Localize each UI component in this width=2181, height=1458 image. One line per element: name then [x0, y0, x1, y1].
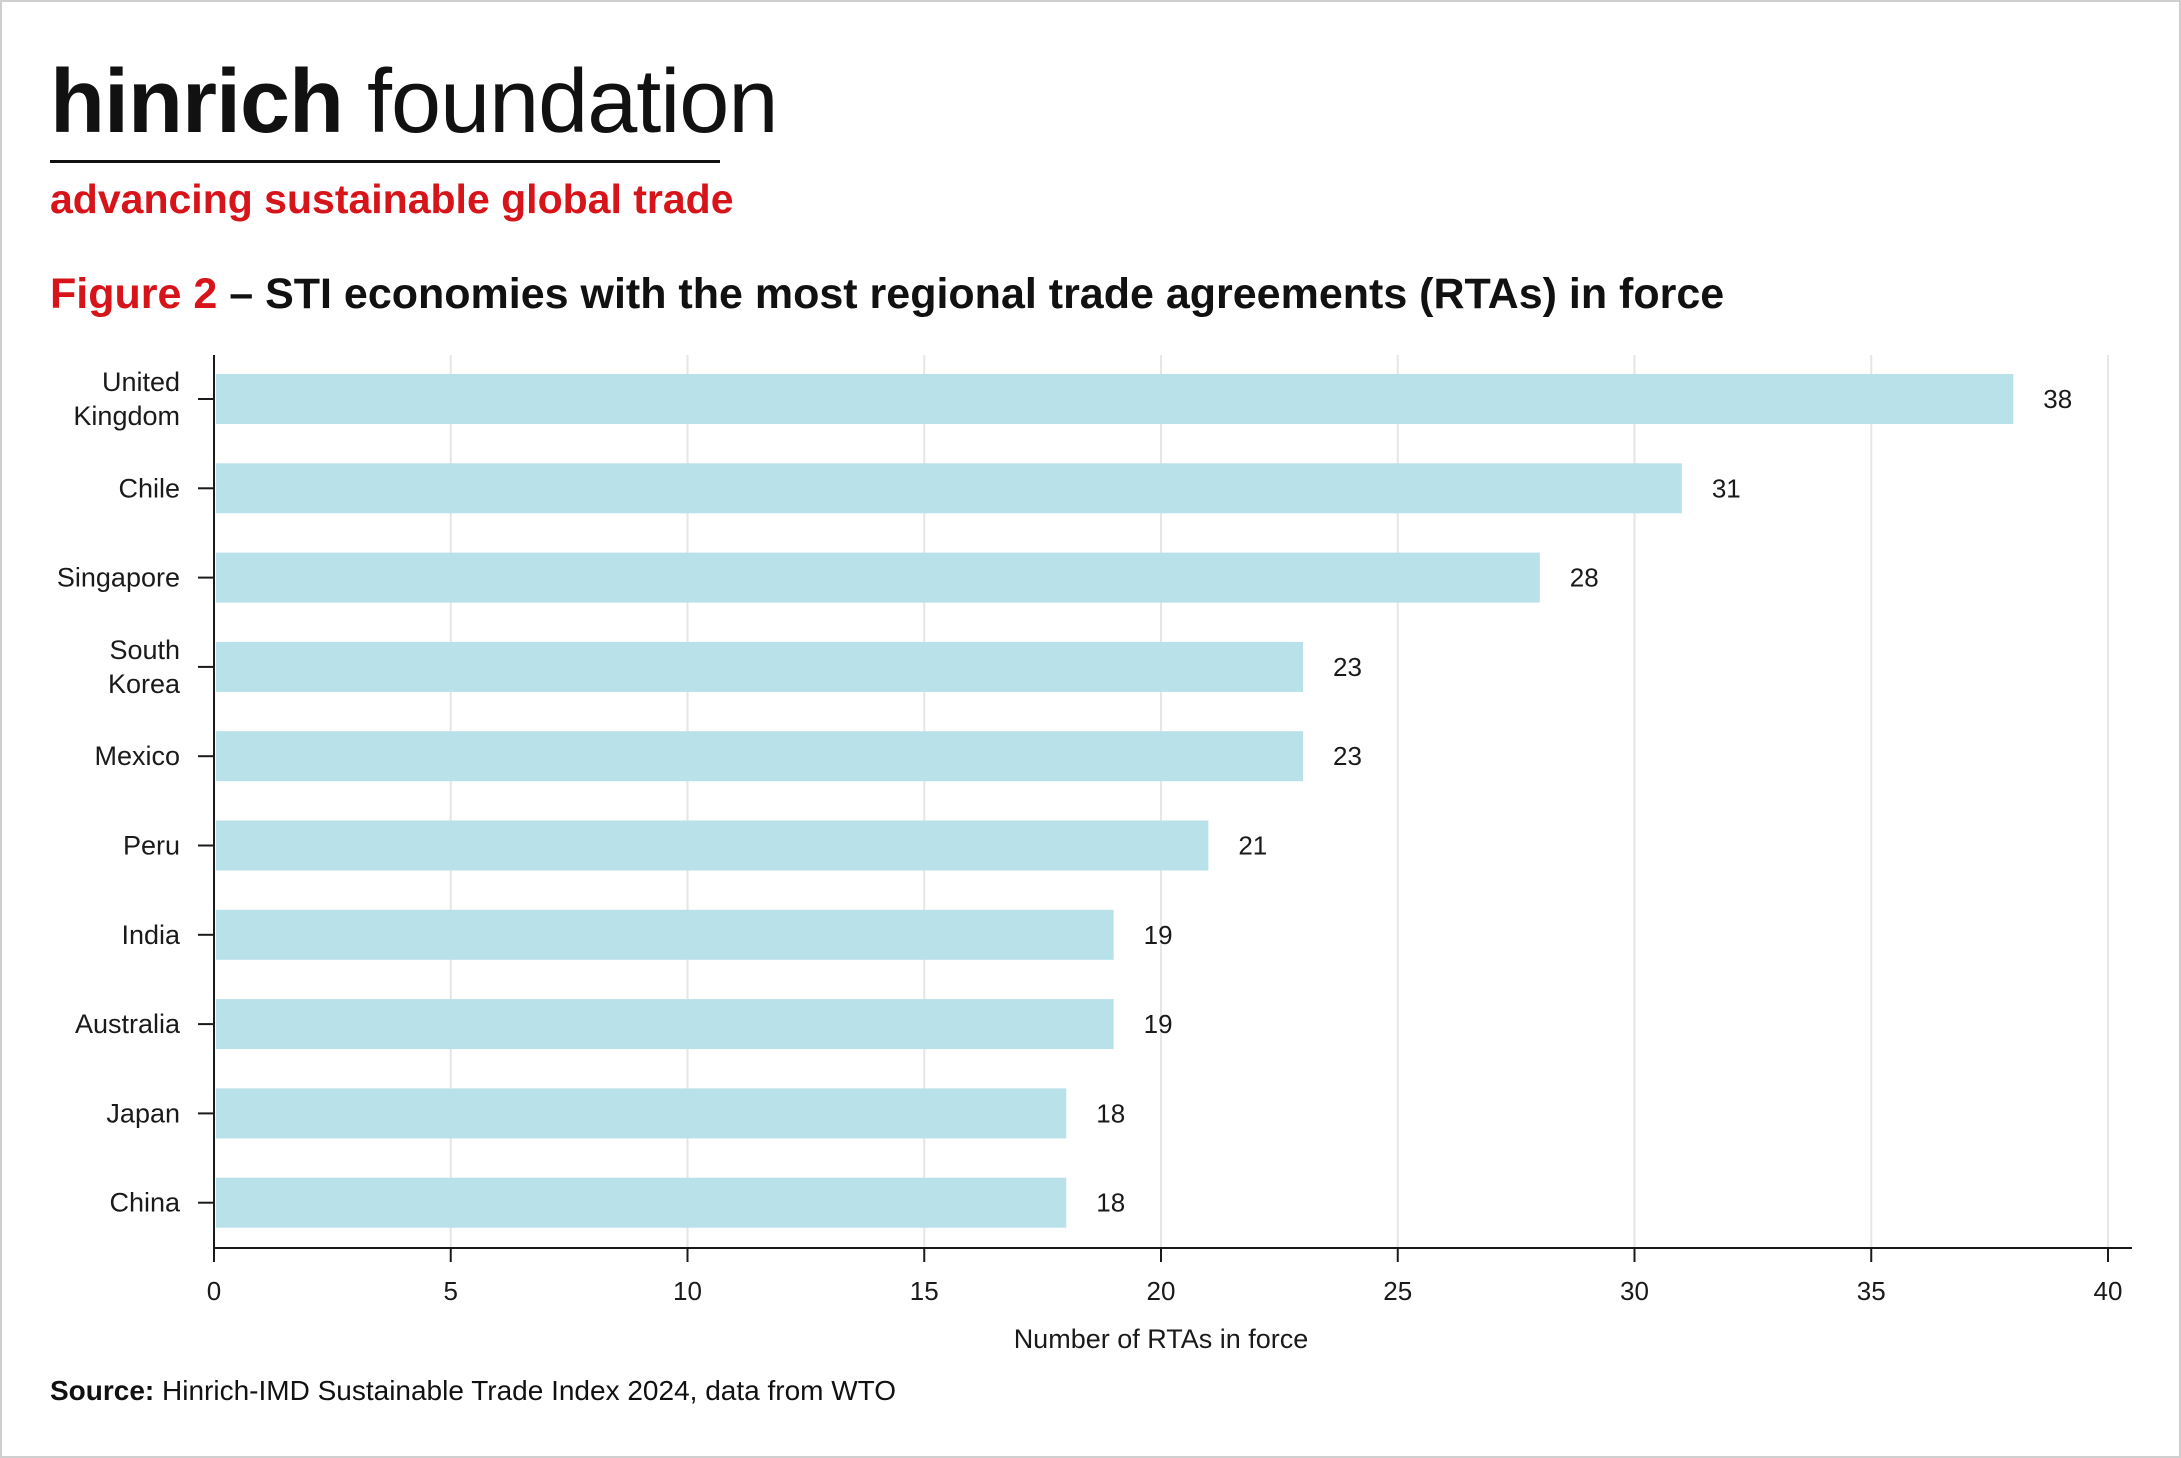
- bar: [216, 909, 1114, 960]
- category-label: Singapore: [57, 563, 180, 593]
- category-label: China: [109, 1188, 181, 1218]
- category-label: Kingdom: [73, 401, 180, 431]
- x-tick-label: 40: [2094, 1276, 2123, 1306]
- logo-name-bold: hinrich: [50, 52, 344, 152]
- brand-logo: hinrich foundation advancing sustainable…: [50, 52, 778, 225]
- source-text: Hinrich-IMD Sustainable Trade Index 2024…: [154, 1375, 897, 1406]
- data-label: 31: [1712, 473, 1741, 503]
- data-label: 28: [1570, 563, 1599, 593]
- category-label: Korea: [108, 669, 181, 699]
- figure-title-text: – STI economies with the most regional t…: [217, 270, 1725, 318]
- bar: [216, 552, 1540, 603]
- x-tick-label: 5: [444, 1276, 458, 1306]
- data-label: 18: [1096, 1188, 1125, 1218]
- source-note: Source: Hinrich-IMD Sustainable Trade In…: [50, 1375, 896, 1407]
- figure-number: Figure 2: [50, 270, 218, 318]
- data-label: 38: [2043, 384, 2072, 414]
- data-label: 21: [1238, 831, 1267, 861]
- data-label: 19: [1144, 1009, 1173, 1039]
- bar: [216, 999, 1114, 1050]
- logo-name-light: foundation: [343, 52, 778, 152]
- x-tick-label: 25: [1383, 1276, 1412, 1306]
- bar: [216, 731, 1304, 782]
- logo-wordmark: hinrich foundation: [50, 52, 778, 152]
- bar: [216, 1088, 1067, 1139]
- category-label: India: [121, 920, 181, 950]
- x-tick-label: 30: [1620, 1276, 1649, 1306]
- bar: [216, 820, 1209, 871]
- x-axis-title: Number of RTAs in force: [1014, 1324, 1309, 1354]
- x-tick-label: 15: [910, 1276, 939, 1306]
- category-label: Australia: [75, 1009, 181, 1039]
- bar: [216, 641, 1304, 692]
- category-label: Peru: [123, 831, 180, 861]
- bar: [216, 1177, 1067, 1228]
- source-label: Source:: [50, 1375, 155, 1406]
- bar: [216, 374, 2014, 424]
- x-tick-label: 0: [207, 1276, 221, 1306]
- data-label: 23: [1333, 652, 1362, 682]
- category-label: South: [109, 635, 180, 665]
- category-label: Japan: [106, 1098, 180, 1128]
- logo-tagline: advancing sustainable global trade: [50, 176, 734, 222]
- x-tick-label: 20: [1147, 1276, 1176, 1306]
- x-tick-label: 35: [1857, 1276, 1886, 1306]
- category-label: Chile: [118, 473, 180, 503]
- x-tick-label: 10: [673, 1276, 702, 1306]
- category-label: Mexico: [94, 741, 180, 771]
- category-label: United: [102, 367, 180, 397]
- data-label: 19: [1144, 920, 1173, 950]
- data-label: 23: [1333, 741, 1362, 771]
- logo-divider: [50, 160, 720, 163]
- data-label: 18: [1096, 1098, 1125, 1128]
- bar: [216, 463, 1682, 514]
- figure-title: Figure 2 – STI economies with the most r…: [50, 270, 1724, 319]
